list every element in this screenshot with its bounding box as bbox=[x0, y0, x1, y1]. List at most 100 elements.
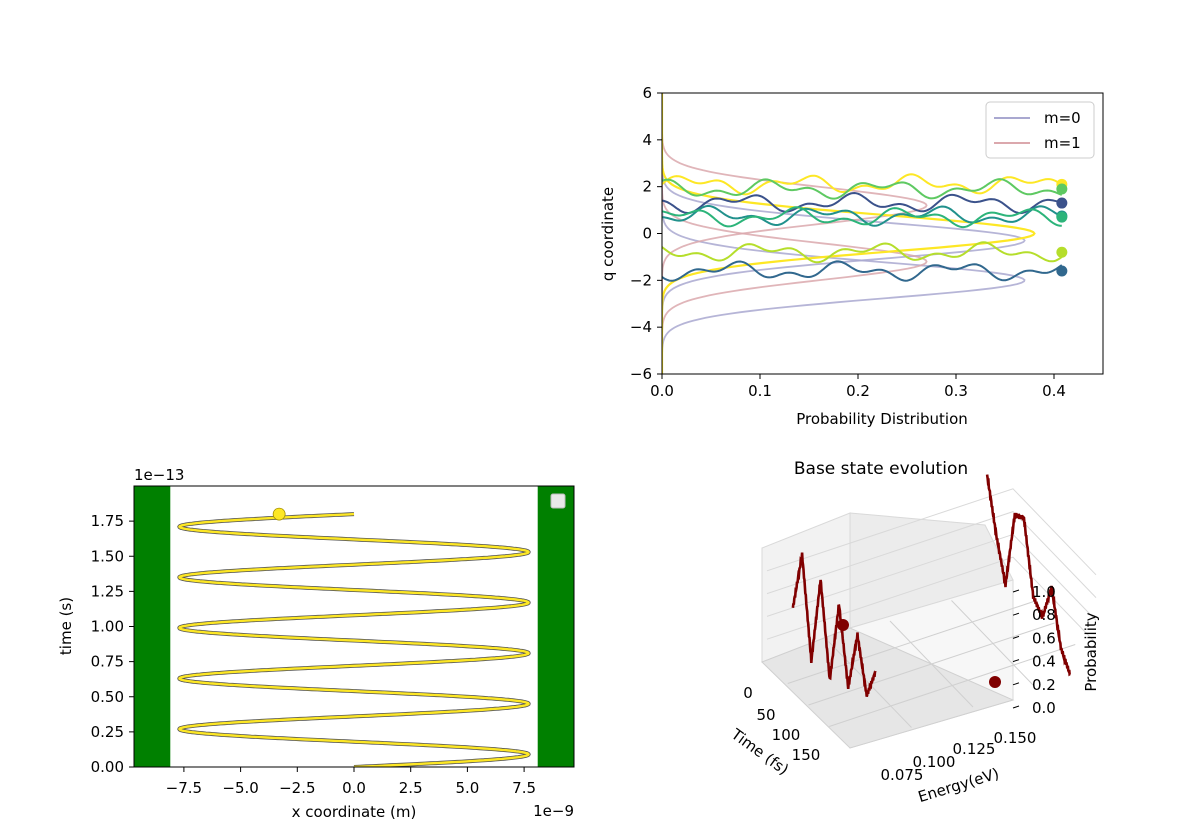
energy-tick-label: 0.100 bbox=[913, 753, 956, 771]
panel-b-legend-handle bbox=[550, 493, 566, 509]
time-tick-label: 100 bbox=[772, 726, 801, 744]
x-tick-label: 0.1 bbox=[748, 382, 772, 400]
panel-b-y-offset: 1e−13 bbox=[134, 466, 184, 484]
trajectory-line bbox=[662, 260, 1063, 282]
panel-a-endpoints bbox=[1056, 178, 1068, 277]
panel-3d: Base state evolution 050 100 150 0.0750.100… bbox=[727, 459, 1100, 806]
time-tick-label: 50 bbox=[756, 706, 775, 724]
y-tick-label: 1.00 bbox=[91, 618, 124, 636]
density-curve bbox=[662, 93, 928, 374]
y-tick-label: 0 bbox=[642, 225, 652, 243]
floor-grid-line bbox=[951, 600, 1035, 687]
prob-tick bbox=[1012, 682, 1020, 686]
curve-endpoint bbox=[837, 619, 849, 631]
y-tick-label: 2 bbox=[642, 178, 652, 196]
y-tick-label: 1.75 bbox=[91, 512, 124, 530]
trajectory-endpoint bbox=[1056, 183, 1068, 195]
panel-a-legend: m=0 m=1 bbox=[985, 101, 1095, 159]
particle-marker bbox=[272, 507, 286, 521]
panel-b-x-offset: 1e−9 bbox=[533, 802, 574, 820]
prob-tick-label: 0.8 bbox=[1032, 606, 1056, 624]
x-tick-label: 7.5 bbox=[512, 779, 536, 797]
energy-tick-label: 0.125 bbox=[953, 740, 996, 758]
density-curve bbox=[662, 93, 1026, 374]
y-tick-label: −6 bbox=[630, 365, 652, 383]
prob-tick-label: 0.2 bbox=[1032, 676, 1056, 694]
trace-line bbox=[178, 512, 530, 767]
panel-c-zlabel: Probability bbox=[1082, 612, 1100, 691]
y-tick-label: 0.25 bbox=[91, 723, 124, 741]
y-tick-label: −2 bbox=[630, 271, 652, 289]
panel-a-xlabel: Probability Distribution bbox=[796, 410, 968, 428]
x-tick-label: 0.0 bbox=[650, 382, 674, 400]
panel-c-title: Base state evolution bbox=[794, 459, 968, 479]
panel-b-xlabel: x coordinate (m) bbox=[292, 803, 417, 821]
panel-q-distribution: 0.0 0.1 0.2 0.3 0.4 6 4 2 0 −2 −4 −6 Probability Di… bbox=[599, 84, 1104, 428]
probability-curve bbox=[985, 474, 1071, 677]
x-tick-label: −7.5 bbox=[166, 779, 202, 797]
prob-tick bbox=[1012, 589, 1020, 593]
trajectory-line bbox=[662, 178, 1063, 200]
legend-m0-label: m=0 bbox=[1044, 109, 1081, 127]
time-tick-label: 150 bbox=[792, 746, 821, 764]
y-tick-label: 1.50 bbox=[91, 547, 124, 565]
prob-tick bbox=[1012, 635, 1020, 639]
energy-tick-label: 0.150 bbox=[994, 729, 1037, 747]
panel-a-ticks: 0.0 0.1 0.2 0.3 0.4 6 4 2 0 −2 −4 −6 bbox=[630, 84, 1066, 400]
density-curve bbox=[662, 93, 928, 374]
energy-tick-label: 0.075 bbox=[881, 766, 924, 784]
y-tick-label: 0.00 bbox=[91, 758, 124, 776]
x-tick-label: 5.0 bbox=[455, 779, 479, 797]
trajectory-endpoint bbox=[1056, 211, 1068, 223]
panel-a-ylabel: q coordinate bbox=[599, 187, 617, 281]
y-tick-label: 6 bbox=[642, 84, 652, 102]
panel-b-plot-area bbox=[134, 486, 574, 767]
curve-endpoint bbox=[989, 676, 1001, 688]
y-tick-label: 0.50 bbox=[91, 688, 124, 706]
trajectory-endpoint bbox=[1056, 197, 1068, 209]
trajectory-endpoint bbox=[1056, 246, 1068, 258]
x-tick-label: −5.0 bbox=[222, 779, 258, 797]
prob-tick bbox=[1012, 612, 1020, 616]
panel-c-grid bbox=[766, 488, 1097, 728]
panel-trajectory: −7.5 −5.0 −2.5 0.0 2.5 5.0 7.5 0.00 0.25 0.50 0.75… bbox=[57, 466, 575, 821]
x-tick-label: 2.5 bbox=[399, 779, 423, 797]
trajectory-line bbox=[662, 173, 1063, 196]
panel-b-ticks: −7.5 −5.0 −2.5 0.0 2.5 5.0 7.5 0.00 0.25 0.50 0.75… bbox=[91, 512, 536, 797]
trajectory-line bbox=[662, 241, 1063, 264]
x-tick-label: 0.0 bbox=[342, 779, 366, 797]
panel-a-plot-area bbox=[662, 93, 1063, 374]
density-curve bbox=[662, 93, 1026, 374]
wall-grid-line bbox=[766, 488, 1097, 576]
trajectory-line bbox=[662, 205, 1063, 227]
prob-tick-label: 1.0 bbox=[1032, 583, 1056, 601]
x-tick-label: 0.2 bbox=[846, 382, 870, 400]
x-tick-label: 0.3 bbox=[944, 382, 968, 400]
floor-grid-line bbox=[889, 620, 974, 708]
legend-m1-label: m=1 bbox=[1044, 134, 1081, 152]
prob-tick bbox=[1012, 705, 1020, 709]
y-tick-label: 0.75 bbox=[91, 653, 124, 671]
wall-grid-line bbox=[766, 556, 1097, 644]
left-wall bbox=[134, 486, 171, 767]
y-tick-label: −4 bbox=[630, 318, 652, 336]
y-tick-label: 1.25 bbox=[91, 582, 124, 600]
pane-floor bbox=[761, 627, 1015, 749]
trajectory-line bbox=[662, 191, 1062, 215]
x-tick-label: 0.4 bbox=[1042, 382, 1066, 400]
trajectory-line bbox=[662, 206, 1062, 229]
right-wall bbox=[537, 486, 574, 767]
panel-c-lines bbox=[791, 474, 1071, 697]
prob-tick-label: 0.0 bbox=[1032, 699, 1056, 717]
prob-tick-label: 0.6 bbox=[1032, 629, 1056, 647]
panel-b-ylabel: time (s) bbox=[57, 597, 75, 655]
prob-tick-label: 0.4 bbox=[1032, 653, 1056, 671]
prob-tick bbox=[1012, 659, 1020, 663]
x-tick-label: −2.5 bbox=[279, 779, 315, 797]
trajectory-endpoint bbox=[1056, 265, 1068, 277]
density-curve bbox=[662, 93, 1036, 374]
time-tick-label: 0 bbox=[743, 684, 753, 702]
probability-curve bbox=[791, 552, 877, 697]
